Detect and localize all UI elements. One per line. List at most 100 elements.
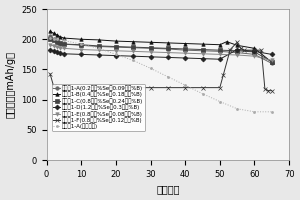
实验例1-F(0.8重量%Se和0.12重量%B) (270, 89, 274, 92)
对比例1-A(未涂覆的) (253, 111, 256, 113)
实验例1-D(1.2重量%Se和0.3重量%B) (270, 53, 274, 56)
实验例1-F(0.8重量%Se和0.12重量%B) (73, 86, 76, 89)
对比例1-A(未涂覆的) (62, 39, 66, 42)
实验例1-A(0.2重量%Se和0.09重量%B) (236, 51, 239, 54)
实验例1-E(0.8重量%Se和0.08重量%B) (218, 53, 222, 56)
实验例1-D(1.2重量%Se和0.3重量%B) (201, 57, 204, 60)
实验例1-D(1.2重量%Se和0.3重量%B) (131, 55, 135, 57)
实验例1-D(1.2重量%Se和0.3重量%B) (218, 58, 222, 60)
实验例1-D(1.2重量%Se和0.3重量%B) (55, 51, 59, 53)
实验例1-D(1.2重量%Se和0.3重量%B) (114, 54, 118, 57)
实验例1-D(1.2重量%Se和0.3重量%B) (62, 53, 66, 55)
实验例1-C(0.8重量%Se和0.24重量%B) (55, 40, 59, 43)
实验例1-B(0.4重量%Se和0.18重量%B) (253, 47, 256, 50)
实验例1-A(0.2重量%Se和0.09重量%B) (201, 50, 204, 52)
实验例1-B(0.4重量%Se和0.18重量%B) (80, 38, 83, 40)
实验例1-A(0.2重量%Se和0.09重量%B) (149, 47, 152, 50)
实验例1-F(0.8重量%Se和0.12重量%B) (201, 86, 204, 89)
实验例1-F(0.8重量%Se和0.12重量%B) (218, 86, 222, 89)
Line: 实验例1-F(0.8重量%Se和0.12重量%B): 实验例1-F(0.8重量%Se和0.12重量%B) (48, 41, 274, 92)
实验例1-E(0.8重量%Se和0.08重量%B) (236, 54, 239, 56)
实验例1-F(0.8重量%Se和0.12重量%B) (266, 89, 270, 92)
实验例1-F(0.8重量%Se和0.12重量%B) (80, 86, 83, 89)
实验例1-B(0.4重量%Se和0.18重量%B) (58, 36, 62, 38)
实验例1-B(0.4重量%Se和0.18重量%B) (218, 44, 222, 46)
实验例1-D(1.2重量%Se和0.3重量%B) (253, 50, 256, 53)
实验例1-F(0.8重量%Se和0.12重量%B) (55, 86, 59, 88)
实验例1-F(0.8重量%Se和0.12重量%B) (131, 86, 135, 89)
对比例1-A(未涂覆的) (166, 76, 170, 78)
实验例1-F(0.8重量%Se和0.12重量%B) (236, 41, 239, 43)
对比例1-A(未涂覆的) (97, 47, 101, 50)
实验例1-B(0.4重量%Se和0.18重量%B) (114, 40, 118, 42)
实验例1-A(0.2重量%Se和0.09重量%B) (253, 53, 256, 56)
实验例1-F(0.8重量%Se和0.12重量%B) (183, 86, 187, 89)
实验例1-A(0.2重量%Se和0.09重量%B) (270, 62, 274, 65)
实验例1-F(0.8重量%Se和0.12重量%B) (260, 49, 263, 51)
实验例1-A(0.2重量%Se和0.09重量%B) (58, 42, 62, 45)
实验例1-F(0.8重量%Se和0.12重量%B) (76, 86, 80, 89)
实验例1-B(0.4重量%Se和0.18重量%B) (236, 44, 239, 47)
Y-axis label: 放电容量（mAh/g）: 放电容量（mAh/g） (6, 51, 16, 118)
实验例1-A(0.2重量%Se和0.09重量%B) (131, 47, 135, 49)
对比例1-A(未涂覆的) (149, 67, 152, 69)
实验例1-B(0.4重量%Se和0.18重量%B) (52, 32, 55, 34)
实验例1-C(0.8重量%Se和0.24重量%B) (253, 51, 256, 53)
Line: 实验例1-C(0.8重量%Se和0.24重量%B): 实验例1-C(0.8重量%Se和0.24重量%B) (48, 38, 274, 63)
对比例1-A(未涂覆的) (201, 92, 204, 95)
实验例1-B(0.4重量%Se和0.18重量%B) (55, 34, 59, 36)
实验例1-C(0.8重量%Se和0.24重量%B) (114, 45, 118, 48)
实验例1-E(0.8重量%Se和0.08重量%B) (55, 46, 59, 48)
实验例1-F(0.8重量%Se和0.12重量%B) (48, 73, 52, 75)
实验例1-E(0.8重量%Se和0.08重量%B) (149, 51, 152, 53)
实验例1-C(0.8重量%Se和0.24重量%B) (270, 60, 274, 63)
实验例1-A(0.2重量%Se和0.09重量%B) (218, 50, 222, 53)
实验例1-C(0.8重量%Se和0.24重量%B) (218, 49, 222, 51)
实验例1-A(0.2重量%Se和0.09重量%B) (166, 48, 170, 50)
实验例1-E(0.8重量%Se和0.08重量%B) (201, 53, 204, 55)
实验例1-D(1.2重量%Se和0.3重量%B) (52, 50, 55, 52)
对比例1-A(未涂覆的) (131, 59, 135, 62)
实验例1-F(0.8重量%Se和0.12重量%B) (52, 85, 55, 87)
实验例1-D(1.2重量%Se和0.3重量%B) (48, 48, 52, 51)
实验例1-D(1.2重量%Se和0.3重量%B) (166, 56, 170, 59)
实验例1-F(0.8重量%Se和0.12重量%B) (242, 49, 246, 51)
实验例1-F(0.8重量%Se和0.12重量%B) (166, 86, 170, 89)
实验例1-E(0.8重量%Se和0.08重量%B) (114, 50, 118, 52)
实验例1-C(0.8重量%Se和0.24重量%B) (236, 50, 239, 52)
实验例1-F(0.8重量%Se和0.12重量%B) (149, 86, 152, 89)
实验例1-B(0.4重量%Se和0.18重量%B) (62, 37, 66, 39)
实验例1-D(1.2重量%Se和0.3重量%B) (80, 53, 83, 56)
实验例1-B(0.4重量%Se和0.18重量%B) (166, 42, 170, 44)
对比例1-A(未涂覆的) (270, 111, 274, 113)
实验例1-C(0.8重量%Se和0.24重量%B) (80, 44, 83, 46)
对比例1-A(未涂覆的) (218, 100, 222, 103)
实验例1-C(0.8重量%Se和0.24重量%B) (58, 42, 62, 44)
实验例1-E(0.8重量%Se和0.08重量%B) (253, 55, 256, 57)
实验例1-B(0.4重量%Se和0.18重量%B) (97, 39, 101, 41)
实验例1-E(0.8重量%Se和0.08重量%B) (131, 50, 135, 53)
实验例1-D(1.2重量%Se和0.3重量%B) (149, 56, 152, 58)
实验例1-E(0.8重量%Se和0.08重量%B) (166, 51, 170, 54)
实验例1-C(0.8重量%Se和0.24重量%B) (131, 46, 135, 48)
实验例1-D(1.2重量%Se和0.3重量%B) (97, 54, 101, 56)
实验例1-C(0.8重量%Se和0.24重量%B) (48, 38, 52, 40)
Line: 实验例1-A(0.2重量%Se和0.09重量%B): 实验例1-A(0.2重量%Se和0.09重量%B) (48, 35, 274, 65)
实验例1-A(0.2重量%Se和0.09重量%B) (48, 35, 52, 37)
实验例1-C(0.8重量%Se和0.24重量%B) (183, 48, 187, 50)
实验例1-E(0.8重量%Se和0.08重量%B) (48, 44, 52, 46)
实验例1-F(0.8重量%Se和0.12重量%B) (221, 74, 225, 76)
实验例1-F(0.8重量%Se和0.12重量%B) (58, 86, 62, 89)
实验例1-F(0.8重量%Se和0.12重量%B) (253, 49, 256, 51)
实验例1-F(0.8重量%Se和0.12重量%B) (97, 86, 101, 89)
实验例1-A(0.2重量%Se和0.09重量%B) (52, 38, 55, 40)
实验例1-E(0.8重量%Se和0.08重量%B) (80, 48, 83, 51)
Line: 实验例1-E(0.8重量%Se和0.08重量%B): 实验例1-E(0.8重量%Se和0.08重量%B) (48, 43, 274, 62)
实验例1-B(0.4重量%Se和0.18重量%B) (131, 40, 135, 43)
实验例1-C(0.8重量%Se和0.24重量%B) (166, 47, 170, 50)
实验例1-E(0.8重量%Se和0.08重量%B) (58, 47, 62, 49)
实验例1-E(0.8重量%Se和0.08重量%B) (183, 52, 187, 54)
X-axis label: 循环次数: 循环次数 (156, 184, 180, 194)
实验例1-B(0.4重量%Se和0.18重量%B) (270, 61, 274, 63)
实验例1-F(0.8重量%Se和0.12重量%B) (69, 86, 73, 89)
